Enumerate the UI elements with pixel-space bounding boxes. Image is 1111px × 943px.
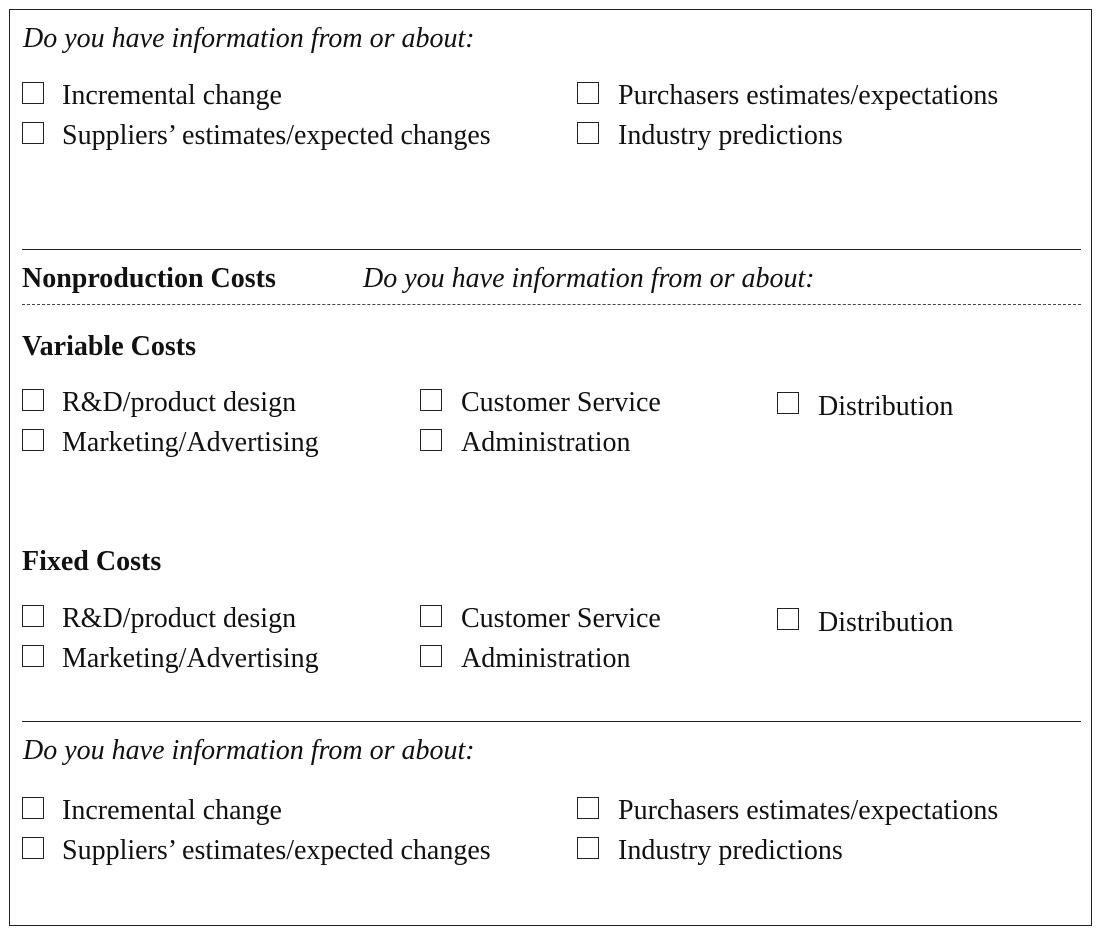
option-label: Customer Service [461, 603, 661, 634]
checkbox[interactable] [22, 122, 44, 144]
option-label: Suppliers’ estimates/expected changes [62, 835, 491, 866]
form-frame [9, 9, 1092, 926]
dashed-divider [22, 304, 1081, 305]
checkbox[interactable] [777, 608, 799, 630]
checkbox[interactable] [22, 82, 44, 104]
checkbox[interactable] [420, 605, 442, 627]
option-label: R&D/product design [62, 603, 297, 634]
checkbox[interactable] [577, 797, 599, 819]
option-label: Customer Service [461, 387, 661, 418]
checkbox[interactable] [22, 429, 44, 451]
option-label: Industry predictions [618, 120, 843, 151]
option-label: Purchasers estimates/expectations [618, 80, 999, 111]
option-label: Distribution [818, 607, 954, 638]
divider [22, 249, 1081, 250]
option-label: Marketing/Advertising [62, 643, 319, 674]
option-label: Incremental change [62, 80, 282, 111]
checkbox[interactable] [22, 605, 44, 627]
checkbox[interactable] [22, 389, 44, 411]
option-label: Administration [461, 643, 631, 674]
option-label: Industry predictions [618, 835, 843, 866]
checkbox[interactable] [22, 645, 44, 667]
divider [22, 721, 1081, 722]
option-label: Distribution [818, 391, 954, 422]
checkbox[interactable] [577, 122, 599, 144]
prompt: Do you have information from or about: [23, 735, 475, 766]
section-heading: Variable Costs [22, 331, 196, 362]
prompt: Do you have information from or about: [23, 23, 475, 54]
option-label: Administration [461, 427, 631, 458]
checkbox[interactable] [577, 837, 599, 859]
checkbox[interactable] [22, 837, 44, 859]
option-label: Incremental change [62, 795, 282, 826]
checkbox[interactable] [777, 392, 799, 414]
checkbox[interactable] [420, 389, 442, 411]
option-label: Purchasers estimates/expectations [618, 795, 999, 826]
option-label: Marketing/Advertising [62, 427, 319, 458]
checkbox[interactable] [420, 429, 442, 451]
checkbox[interactable] [577, 82, 599, 104]
checkbox[interactable] [420, 645, 442, 667]
section-heading: Fixed Costs [22, 546, 162, 577]
section-heading: Nonproduction Costs [22, 263, 276, 294]
prompt: Do you have information from or about: [363, 263, 815, 294]
option-label: Suppliers’ estimates/expected changes [62, 120, 491, 151]
option-label: R&D/product design [62, 387, 297, 418]
checkbox[interactable] [22, 797, 44, 819]
